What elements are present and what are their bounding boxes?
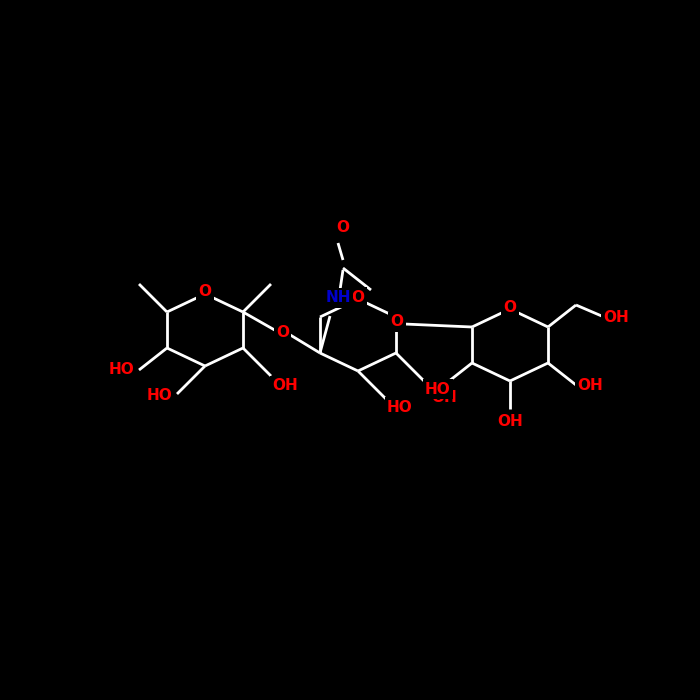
Text: HO: HO bbox=[108, 363, 134, 377]
Text: O: O bbox=[276, 325, 289, 340]
Text: OH: OH bbox=[431, 389, 457, 405]
Text: O: O bbox=[337, 220, 349, 235]
Text: HO: HO bbox=[387, 400, 413, 414]
Text: O: O bbox=[503, 300, 517, 314]
Text: OH: OH bbox=[603, 309, 629, 325]
Text: OH: OH bbox=[272, 379, 298, 393]
Text: OH: OH bbox=[497, 414, 523, 428]
Text: O: O bbox=[199, 284, 211, 300]
Text: OH: OH bbox=[577, 377, 603, 393]
Text: O: O bbox=[391, 314, 403, 330]
Text: HO: HO bbox=[425, 382, 451, 396]
Text: O: O bbox=[351, 290, 365, 304]
Text: HO: HO bbox=[146, 389, 172, 403]
Text: NH: NH bbox=[326, 290, 351, 305]
